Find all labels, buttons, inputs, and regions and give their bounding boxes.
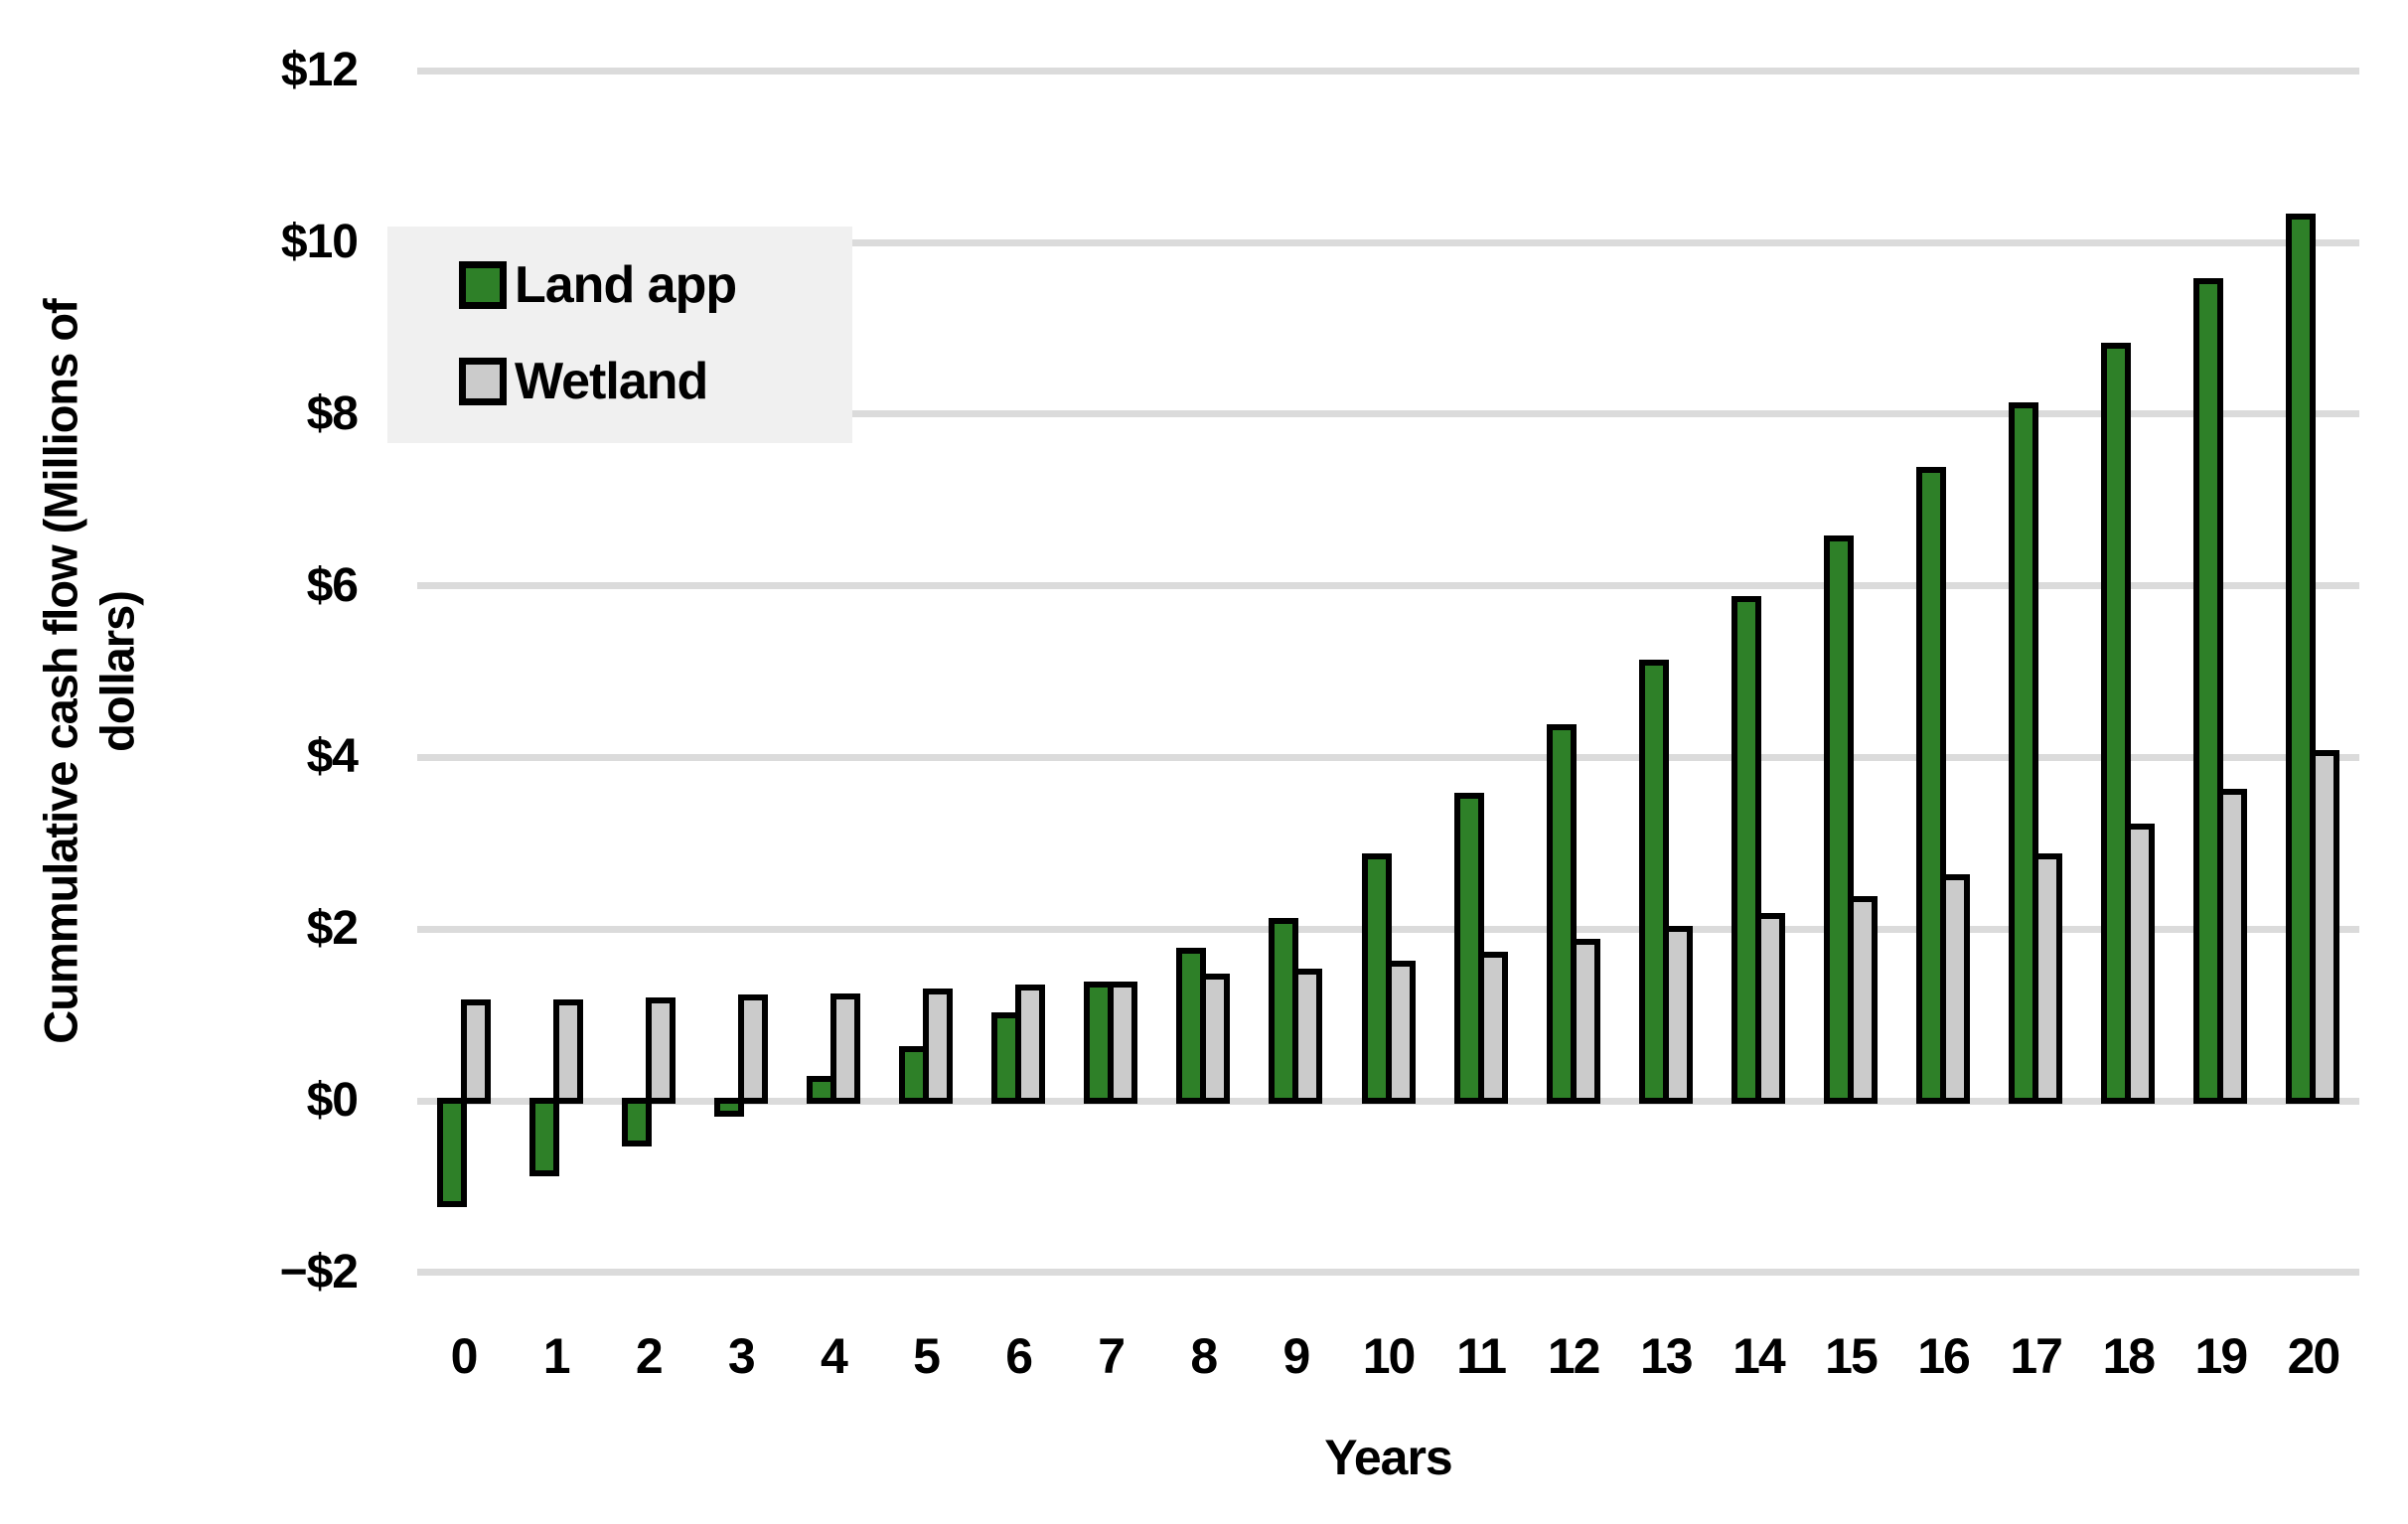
y-tick-label--6: $6 xyxy=(306,558,359,612)
y-tick-label--0: $0 xyxy=(306,1074,359,1127)
y-tick-label--2: −$2 xyxy=(279,1245,359,1298)
gridline--6 xyxy=(417,582,2359,590)
bar-wetland-year-11 xyxy=(1477,952,1508,1104)
bar-land-app-year-2 xyxy=(621,1098,652,1147)
bar-wetland-year-10 xyxy=(1385,960,1416,1104)
bar-wetland-year-20 xyxy=(2310,750,2340,1104)
x-tick-label-5: 5 xyxy=(913,1328,941,1384)
bar-land-app-year-20 xyxy=(2286,214,2317,1104)
y-tick-label--10: $10 xyxy=(280,216,359,268)
bar-wetland-year-7 xyxy=(1108,982,1138,1104)
x-tick-label-14: 14 xyxy=(1732,1328,1786,1384)
x-tick-label-1: 1 xyxy=(542,1328,571,1384)
bar-wetland-year-13 xyxy=(1662,926,1693,1104)
y-axis-title-line2: dollars) xyxy=(91,591,144,752)
gridline--10 xyxy=(417,238,2359,246)
gridline--12 xyxy=(417,67,2359,75)
bar-wetland-year-16 xyxy=(1940,874,1971,1104)
y-axis-title: Cummulative cash flow (Millions of dolla… xyxy=(33,0,147,1367)
bar-wetland-year-17 xyxy=(2032,852,2063,1104)
bar-land-app-year-13 xyxy=(1638,660,1669,1104)
legend-item-land-app: Land app xyxy=(387,259,852,311)
bar-wetland-year-19 xyxy=(2217,788,2248,1104)
y-tick-label--4: $4 xyxy=(306,730,359,784)
x-tick-label-19: 19 xyxy=(2194,1328,2249,1384)
x-tick-label-20: 20 xyxy=(2287,1328,2341,1384)
legend-label-land-app: Land app xyxy=(515,255,737,314)
x-tick-label-4: 4 xyxy=(821,1328,848,1384)
bar-wetland-year-6 xyxy=(1015,984,1046,1104)
x-tick-label-9: 9 xyxy=(1282,1328,1310,1384)
bar-wetland-year-15 xyxy=(1847,895,1878,1104)
bar-land-app-year-1 xyxy=(528,1098,559,1177)
gridline--8 xyxy=(417,410,2359,418)
wetland-swatch-icon xyxy=(459,357,507,405)
x-axis-title: Years xyxy=(1324,1430,1452,1485)
x-tick-label-10: 10 xyxy=(1362,1328,1417,1384)
y-tick-label--8: $8 xyxy=(306,386,359,440)
bar-wetland-year-9 xyxy=(1292,969,1323,1104)
x-tick-label-6: 6 xyxy=(1005,1328,1033,1384)
legend-item-wetland: Wetland xyxy=(387,356,852,407)
x-tick-label-7: 7 xyxy=(1098,1328,1126,1384)
land-app-swatch-icon xyxy=(459,260,507,309)
gridline--2 xyxy=(417,1269,2359,1277)
bar-land-app-year-0 xyxy=(436,1098,467,1207)
bar-land-app-year-11 xyxy=(1453,793,1484,1104)
bar-wetland-year-18 xyxy=(2125,823,2156,1104)
x-tick-label-13: 13 xyxy=(1639,1328,1694,1384)
bar-wetland-year-4 xyxy=(829,992,860,1104)
bar-wetland-year-8 xyxy=(1200,973,1231,1104)
x-tick-label-17: 17 xyxy=(2010,1328,2063,1384)
bar-land-app-year-12 xyxy=(1546,724,1577,1104)
x-tick-label-18: 18 xyxy=(2102,1328,2156,1384)
bar-land-app-year-17 xyxy=(2009,402,2039,1104)
gridline--4 xyxy=(417,753,2359,761)
y-tick-label--12: $12 xyxy=(280,44,359,97)
x-tick-label-8: 8 xyxy=(1190,1328,1218,1384)
x-tick-label-2: 2 xyxy=(635,1328,664,1384)
bar-wetland-year-2 xyxy=(645,996,676,1104)
x-tick-label-3: 3 xyxy=(727,1328,756,1384)
bar-wetland-year-0 xyxy=(460,998,491,1104)
y-axis-title-line1: Cummulative cash flow (Millions of xyxy=(34,299,87,1044)
legend-label-wetland: Wetland xyxy=(515,352,708,410)
x-tick-label-16: 16 xyxy=(1917,1328,1971,1384)
bar-wetland-year-1 xyxy=(552,998,583,1104)
x-tick-label-15: 15 xyxy=(1825,1328,1879,1384)
x-tick-label-11: 11 xyxy=(1456,1328,1507,1384)
y-tick-label--2: $2 xyxy=(306,902,359,956)
bar-wetland-year-14 xyxy=(1754,913,1785,1104)
bar-land-app-year-3 xyxy=(713,1098,744,1117)
x-tick-label-0: 0 xyxy=(450,1328,479,1384)
legend: Land app Wetland xyxy=(387,227,852,443)
bar-wetland-year-3 xyxy=(737,994,768,1104)
bar-wetland-year-12 xyxy=(1570,939,1600,1104)
bar-wetland-year-5 xyxy=(923,989,954,1104)
x-tick-label-12: 12 xyxy=(1547,1328,1601,1384)
